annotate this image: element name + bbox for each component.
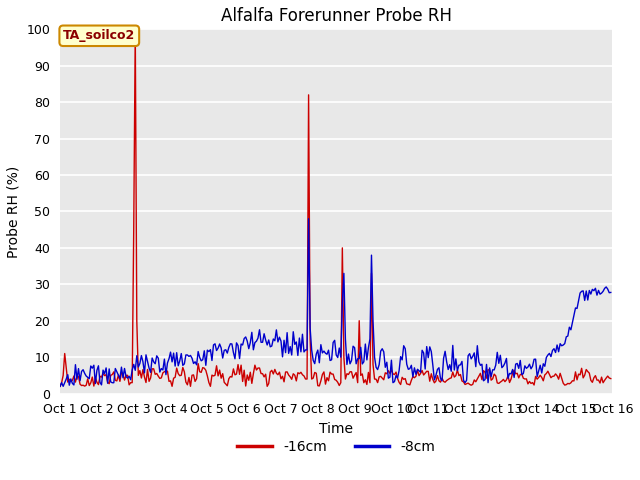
Title: Alfalfa Forerunner Probe RH: Alfalfa Forerunner Probe RH: [221, 7, 452, 25]
X-axis label: Time: Time: [319, 422, 353, 436]
Y-axis label: Probe RH (%): Probe RH (%): [7, 165, 21, 258]
Text: TA_soilco2: TA_soilco2: [63, 29, 136, 42]
Legend: -16cm, -8cm: -16cm, -8cm: [232, 434, 441, 459]
